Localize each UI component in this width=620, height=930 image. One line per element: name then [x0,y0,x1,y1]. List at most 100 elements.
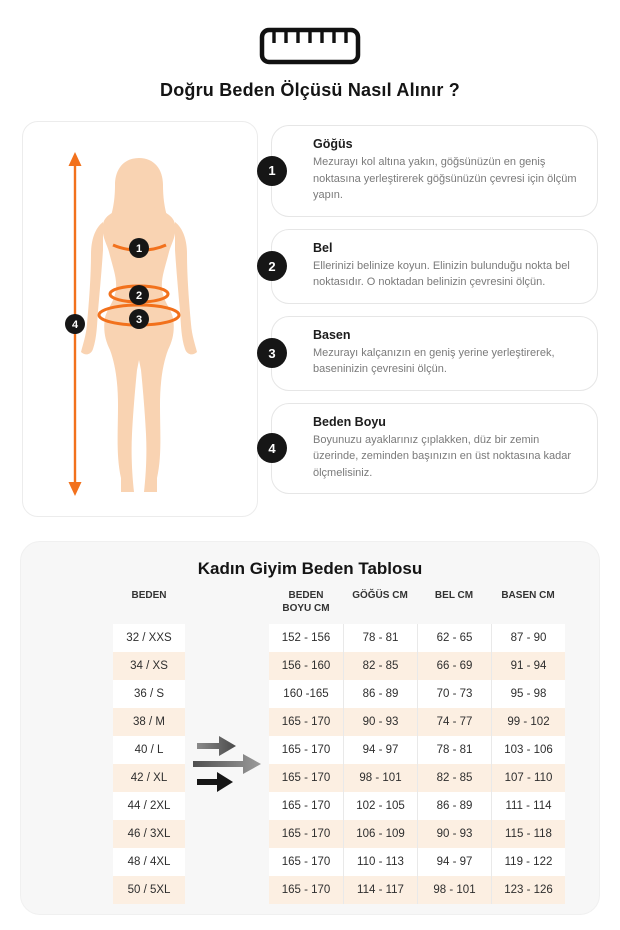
instruction-number-badge: 3 [257,338,287,368]
size-cell-height: 156 - 160 [269,652,343,680]
instruction-text: Mezurayı kol altına yakın, göğsünüzün en… [313,156,577,201]
instruction-title: Göğüs [313,137,353,151]
size-cell-waist: 94 - 97 [417,848,491,876]
page-title: Doğru Beden Ölçüsü Nasıl Alınır ? [160,80,460,100]
column-header-gogus: GÖĞÜS CM [352,590,408,601]
size-cell-chest: 98 - 101 [343,764,417,792]
size-table-row: 40 / L 165 - 170 94 - 97 78 - 81 103 - 1… [113,736,599,764]
size-cell-waist: 98 - 101 [417,876,491,904]
size-table-row: 46 / 3XL 165 - 170 106 - 109 90 - 93 115… [113,820,599,848]
size-cell-waist: 70 - 73 [417,680,491,708]
size-cell-chest: 86 - 89 [343,680,417,708]
size-cell-height: 165 - 170 [269,876,343,904]
size-cell-waist: 78 - 81 [417,736,491,764]
figure-marker-4: 4 [65,314,85,334]
size-table-header: BEDEN BEDEN BOYU CM GÖĞÜS CM BEL CM BASE… [113,590,599,624]
size-cell-hip: 99 - 102 [491,708,565,736]
row-gap [185,876,269,904]
instruction-number-badge: 1 [257,155,287,186]
size-cell-hip: 123 - 126 [491,876,565,904]
size-cell-hip: 87 - 90 [491,624,565,652]
instruction-text: Ellerinizi belinize koyun. Elinizin bulu… [313,259,570,289]
size-cell-beden: 36 / S [113,680,185,708]
row-gap [185,848,269,876]
size-cell-beden: 46 / 3XL [113,820,185,848]
size-cell-height: 165 - 170 [269,708,343,736]
size-cell-chest: 102 - 105 [343,792,417,820]
column-header-basen: BASEN CM [501,590,555,601]
size-cell-beden: 44 / 2XL [113,792,185,820]
instruction-card: 1 Göğüs Mezurayı kol altına yakın, göğsü… [257,125,598,217]
size-table-row: 42 / XL 165 - 170 98 - 101 82 - 85 107 -… [113,764,599,792]
size-cell-waist: 74 - 77 [417,708,491,736]
instruction-cards: 1 Göğüs Mezurayı kol altına yakın, göğsü… [257,125,598,517]
figure-marker-3: 3 [129,309,149,329]
size-cell-height: 165 - 170 [269,736,343,764]
size-cell-chest: 78 - 81 [343,624,417,652]
size-cell-waist: 90 - 93 [417,820,491,848]
size-cell-waist: 82 - 85 [417,764,491,792]
size-cell-waist: 62 - 65 [417,624,491,652]
size-table-row: 34 / XS 156 - 160 82 - 85 66 - 69 91 - 9… [113,652,599,680]
row-gap [185,652,269,680]
svg-text:1: 1 [136,243,142,255]
size-cell-beden: 50 / 5XL [113,876,185,904]
column-header-bel: BEL CM [434,590,474,601]
size-cell-beden: 32 / XXS [113,624,185,652]
size-cell-beden: 40 / L [113,736,185,764]
ruler-icon-wrap [0,0,620,66]
size-table-title: Kadın Giyim Beden Tablosu [197,559,423,578]
instruction-text: Boyunuzu ayaklarınız çıplakken, düz bir … [313,433,572,479]
size-cell-hip: 115 - 118 [491,820,565,848]
size-table-row: 36 / S 160 -165 86 - 89 70 - 73 95 - 98 [113,680,599,708]
instruction-card: 4 Beden Boyu Boyunuzu ayaklarınız çıplak… [257,402,598,494]
svg-text:3: 3 [136,314,142,326]
row-gap [185,680,269,708]
size-table-body: 32 / XXS 152 - 156 78 - 81 62 - 65 87 - … [21,624,599,904]
size-cell-beden: 34 / XS [113,652,185,680]
instruction-card: 2 Bel Ellerinizi belinize koyun. Elinizi… [257,228,598,304]
row-gap [185,792,269,820]
instruction-title: Basen [313,327,351,342]
body-silhouette [81,158,197,492]
right-arrows-icon [193,736,261,792]
instruction-card: 3 Basen Mezurayı kalçanızın en geniş yer… [257,315,598,391]
column-header-beden: BEDEN [131,590,167,601]
size-table-row: 50 / 5XL 165 - 170 114 - 117 98 - 101 12… [113,876,599,904]
ruler-icon [259,27,361,65]
size-cell-height: 165 - 170 [269,820,343,848]
size-table-row: 32 / XXS 152 - 156 78 - 81 62 - 65 87 - … [113,624,599,652]
size-cell-chest: 94 - 97 [343,736,417,764]
size-cell-chest: 82 - 85 [343,652,417,680]
instruction-text: Mezurayı kalçanızın en geniş yerine yerl… [313,346,555,376]
instruction-title: Bel [313,240,333,255]
size-cell-height: 165 - 170 [269,764,343,792]
size-cell-height: 160 -165 [269,680,343,708]
size-table-row: 38 / M 165 - 170 90 - 93 74 - 77 99 - 10… [113,708,599,736]
size-cell-beden: 48 / 4XL [113,848,185,876]
svg-text:4: 4 [72,319,79,331]
size-cell-chest: 114 - 117 [343,876,417,904]
body-measurement-figure: 1 2 3 4 [65,152,197,496]
measurement-guide-section: 1 2 3 4 1 Göğüs [0,121,620,517]
svg-text:2: 2 [136,290,142,302]
size-cell-hip: 107 - 110 [491,764,565,792]
size-cell-hip: 111 - 114 [491,792,565,820]
size-table-row: 48 / 4XL 165 - 170 110 - 113 94 - 97 119… [113,848,599,876]
size-cell-beden: 38 / M [113,708,185,736]
size-cell-hip: 95 - 98 [491,680,565,708]
instruction-number-badge: 4 [257,433,287,464]
instruction-number-badge: 2 [257,251,287,281]
row-gap [185,820,269,848]
size-cell-height: 152 - 156 [269,624,343,652]
size-cell-waist: 66 - 69 [417,652,491,680]
column-header-beden-boyu: BEDEN BOYU CM [282,590,330,614]
size-cell-beden: 42 / XL [113,764,185,792]
size-cell-height: 165 - 170 [269,848,343,876]
figure-marker-2: 2 [129,285,149,305]
instruction-title: Beden Boyu [313,414,386,429]
size-table-row: 44 / 2XL 165 - 170 102 - 105 86 - 89 111… [113,792,599,820]
size-cell-waist: 86 - 89 [417,792,491,820]
size-cell-hip: 119 - 122 [491,848,565,876]
